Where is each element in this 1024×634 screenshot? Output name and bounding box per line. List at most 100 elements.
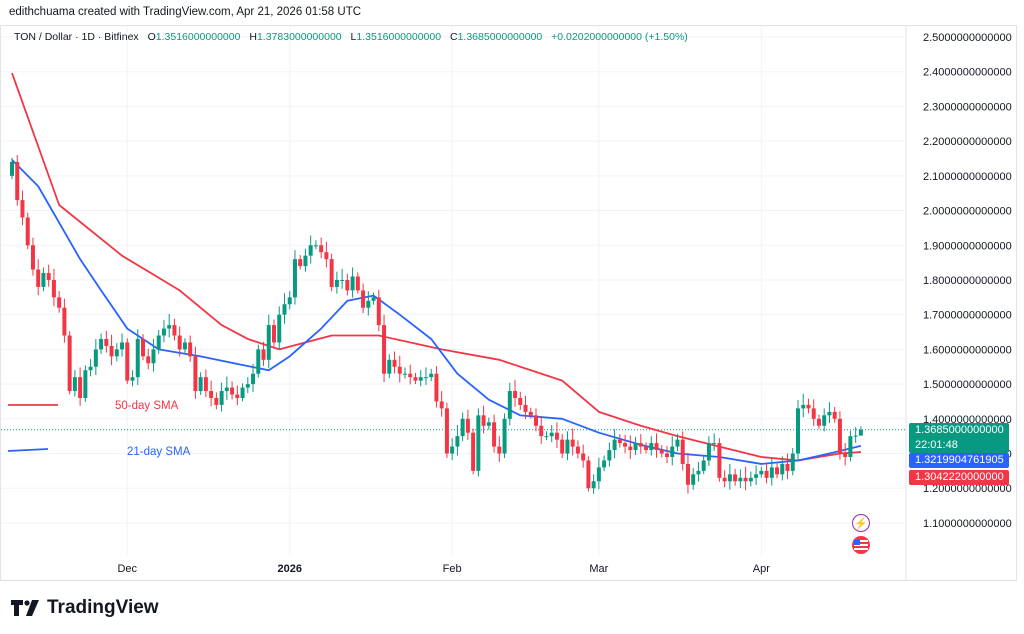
- candle: [120, 333, 125, 357]
- candle-body: [701, 460, 706, 471]
- sma21-legend-line: [7, 448, 49, 452]
- candle: [565, 431, 570, 461]
- candle: [287, 291, 292, 310]
- change-value: +0.0202000000000 (+1.50%): [551, 31, 688, 43]
- candle-body: [135, 338, 140, 378]
- candle-body: [182, 342, 187, 350]
- price-tick-label: 2.0000000000000: [923, 206, 1012, 218]
- candle: [125, 338, 130, 384]
- last-price: 1.3685000000000: [915, 424, 1004, 436]
- candle: [848, 430, 853, 462]
- sma21-label: 21-day SMA: [127, 446, 191, 458]
- candle-body: [680, 439, 685, 464]
- candle: [764, 463, 769, 484]
- candle-body: [523, 404, 528, 412]
- candle: [30, 237, 35, 276]
- price-tick-label: 1.6000000000000: [923, 344, 1012, 356]
- candle-body: [544, 436, 549, 438]
- candle: [497, 436, 502, 462]
- candle: [230, 381, 235, 400]
- candle-body: [156, 335, 161, 350]
- candle-body: [638, 443, 643, 447]
- candle-body: [298, 259, 303, 267]
- candle-body: [434, 373, 439, 402]
- candle: [245, 377, 250, 394]
- candle-body: [743, 477, 748, 482]
- candle-body: [25, 217, 30, 246]
- candle: [796, 400, 800, 461]
- candle-body: [224, 387, 229, 392]
- candle: [691, 468, 696, 490]
- candle: [392, 351, 397, 374]
- candle-body: [209, 391, 214, 398]
- candle: [727, 463, 732, 490]
- candle: [612, 429, 617, 459]
- candle-body: [560, 439, 565, 454]
- candle-body: [340, 279, 345, 281]
- candle-body: [832, 411, 837, 419]
- sma50-layer: [11, 72, 861, 462]
- candle-body: [219, 391, 224, 405]
- candle: [549, 425, 554, 443]
- tradingview-logo[interactable]: TradingView: [11, 597, 159, 619]
- candle: [350, 267, 355, 298]
- candle-body: [57, 297, 62, 308]
- candle: [471, 428, 476, 475]
- candle: [366, 291, 371, 316]
- candle: [623, 434, 628, 454]
- candle: [638, 434, 643, 454]
- candle-body: [125, 342, 130, 381]
- open-label: O: [147, 31, 156, 43]
- symbol-title[interactable]: TON / Dollar · 1D · Bitfinex: [14, 31, 139, 43]
- candle-body: [319, 245, 324, 253]
- candle: [675, 434, 680, 452]
- bar-countdown: 22:01:48: [915, 439, 958, 451]
- candle-body: [764, 470, 769, 478]
- candle-body: [429, 373, 434, 378]
- candle-body: [659, 450, 664, 454]
- price-tick-label: 2.2000000000000: [923, 136, 1012, 148]
- candle: [790, 447, 795, 476]
- candle: [733, 468, 738, 486]
- candle: [481, 405, 486, 434]
- candle-body: [146, 356, 151, 364]
- candle: [25, 212, 30, 250]
- us-flag-icon[interactable]: [852, 536, 870, 554]
- candle: [156, 329, 161, 354]
- candle-body: [251, 373, 256, 385]
- candle: [696, 461, 701, 482]
- candle: [167, 313, 172, 338]
- candle: [88, 359, 93, 377]
- candle-body: [706, 443, 711, 461]
- candle-body: [670, 446, 675, 457]
- candle: [340, 268, 345, 289]
- chart-credit: edithchuama created with TradingView.com…: [9, 6, 362, 18]
- candle: [670, 436, 675, 466]
- candle: [738, 469, 743, 488]
- candle: [617, 434, 622, 448]
- candle: [439, 391, 444, 417]
- candle-body: [790, 453, 795, 471]
- price-tick-label: 2.4000000000000: [923, 67, 1012, 79]
- candle-body: [308, 245, 313, 256]
- lightning-icon[interactable]: ⚡: [852, 514, 870, 532]
- candle-body: [30, 245, 35, 270]
- candle-body: [177, 335, 182, 350]
- candle: [806, 398, 811, 414]
- candle: [534, 408, 538, 432]
- candle: [513, 379, 518, 407]
- candle: [717, 438, 722, 482]
- candle: [41, 267, 46, 292]
- candle-body: [93, 349, 98, 367]
- candle: [633, 436, 638, 456]
- candle-body: [303, 255, 308, 267]
- candle: [177, 326, 182, 357]
- candle-body: [822, 415, 827, 426]
- candle: [376, 289, 381, 332]
- candle-body: [780, 463, 785, 475]
- price-tick-label: 2.5000000000000: [923, 32, 1012, 44]
- candle-body: [827, 411, 832, 416]
- candle-body: [455, 436, 460, 447]
- candle-body: [214, 397, 219, 405]
